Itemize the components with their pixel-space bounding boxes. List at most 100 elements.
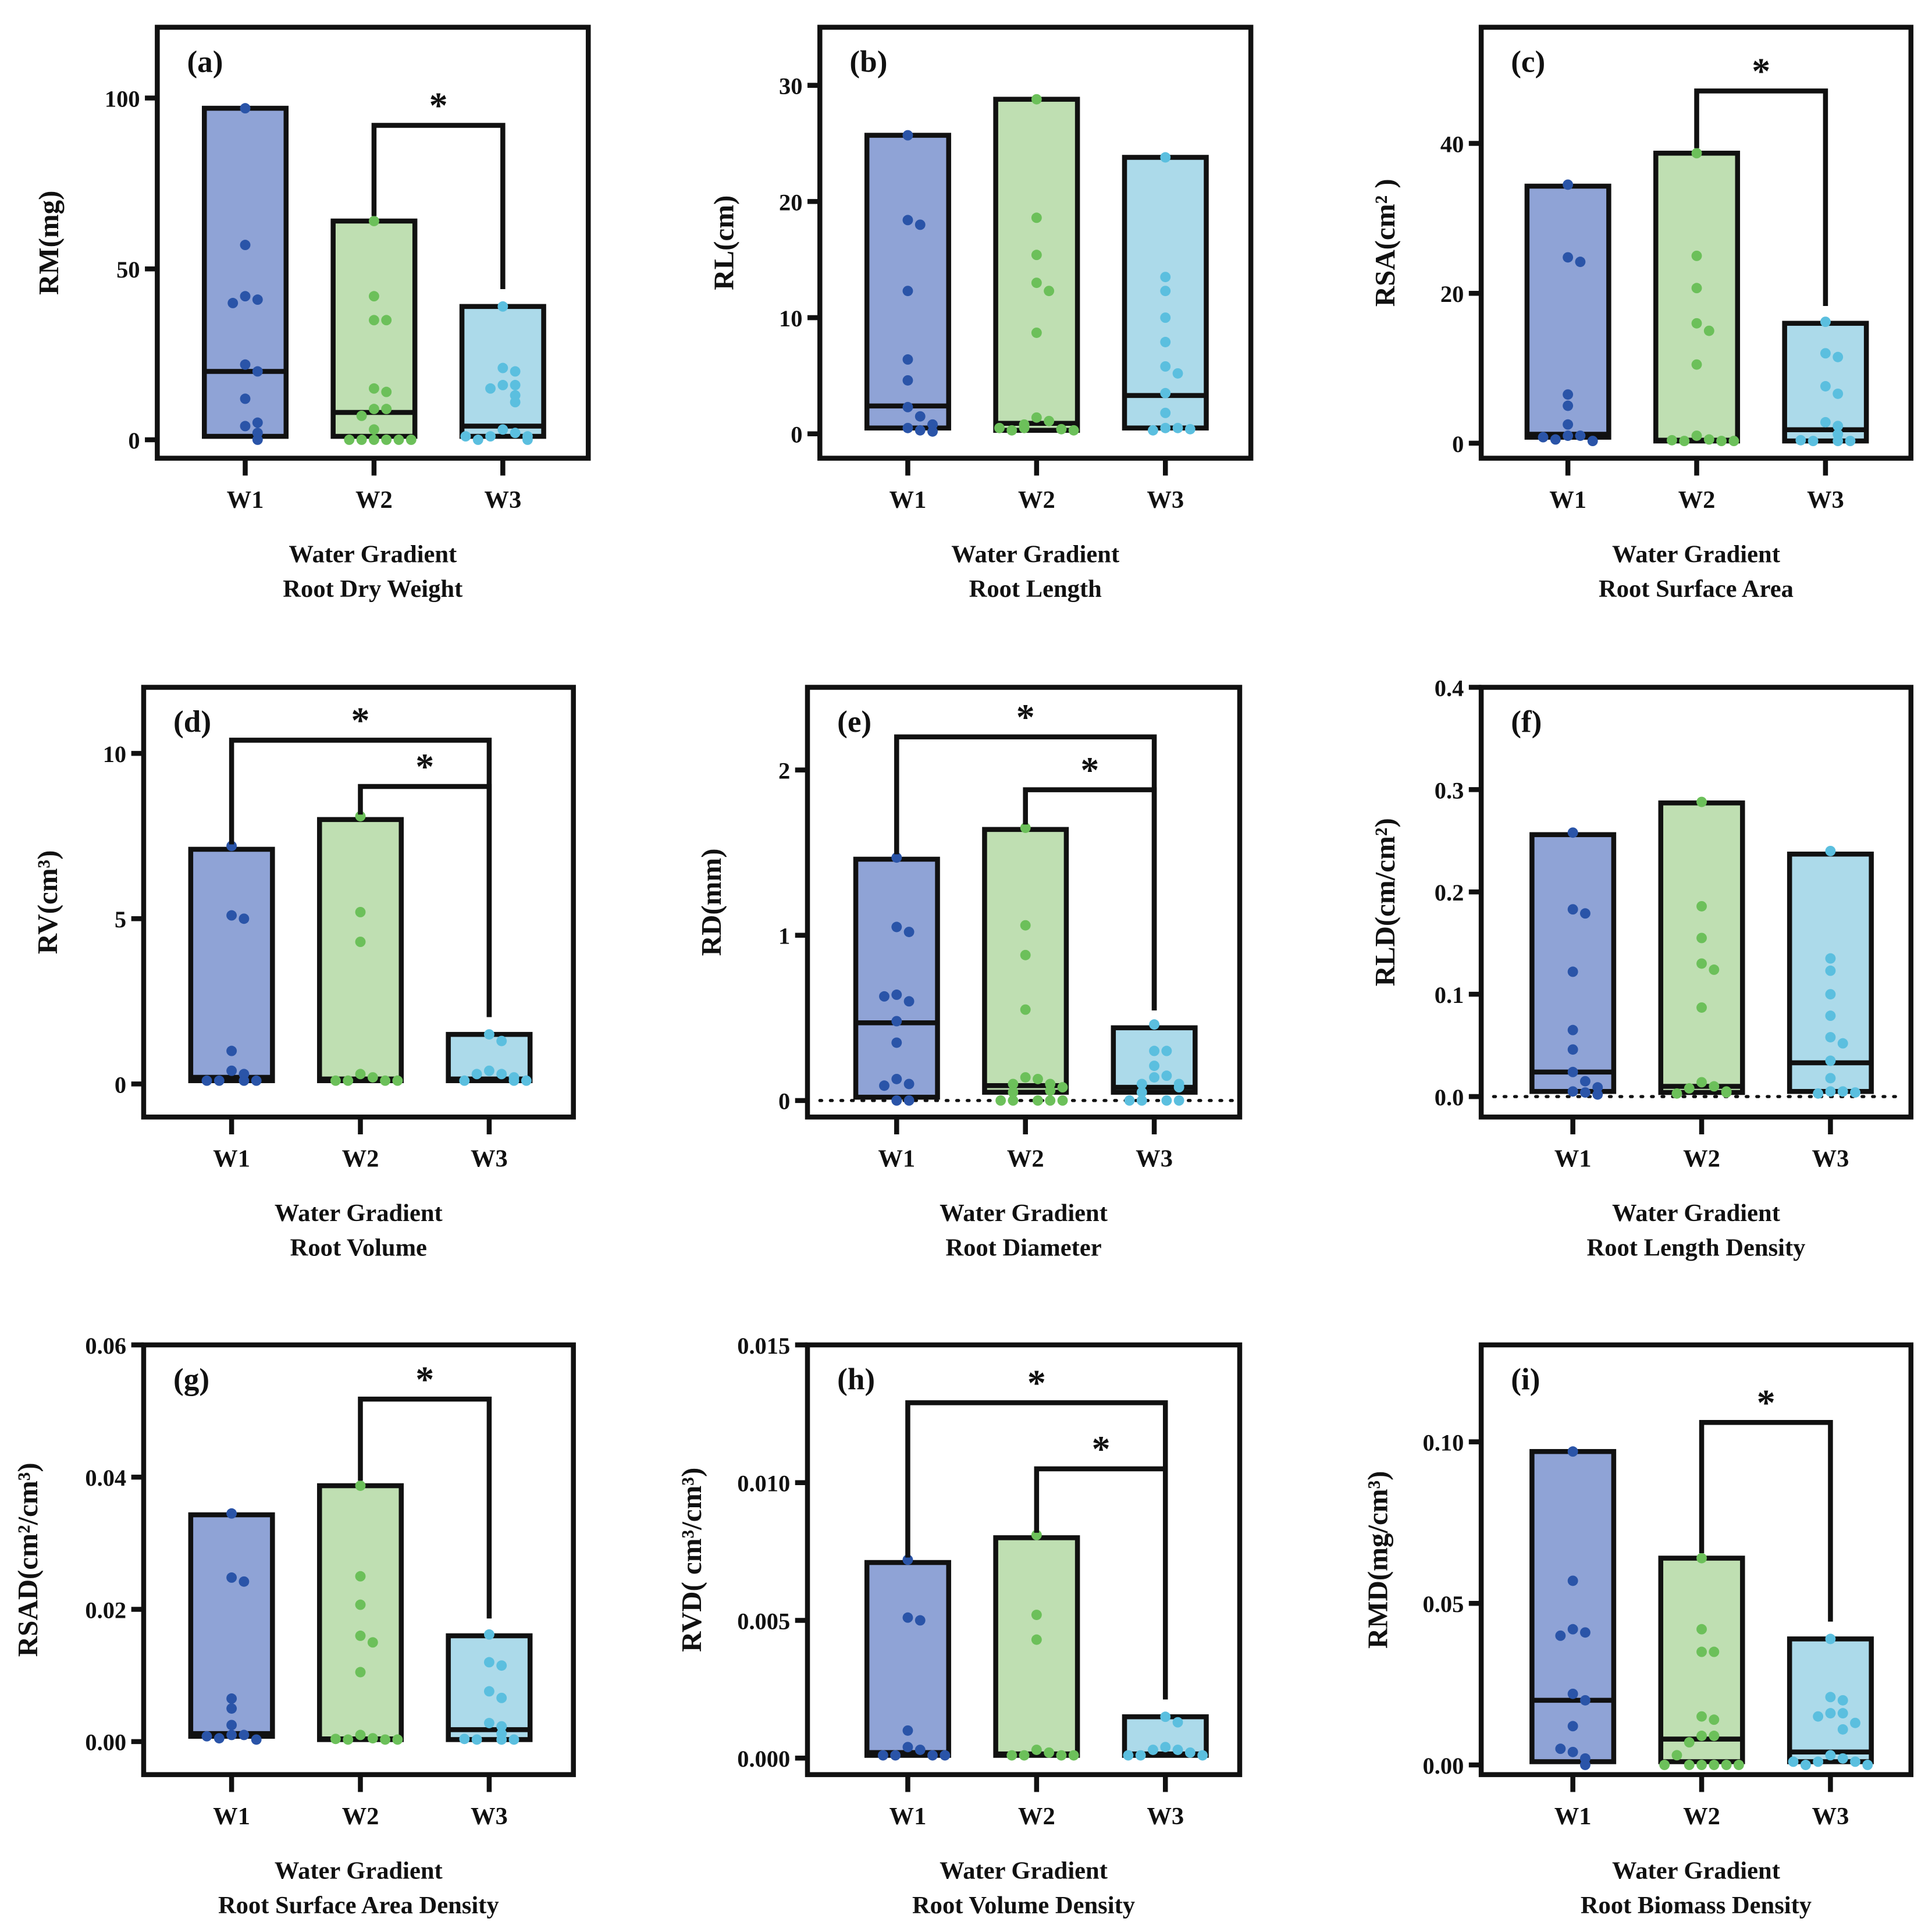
data-point-W3 bbox=[471, 1734, 482, 1745]
data-point-W2 bbox=[368, 216, 379, 226]
y-tick-label: 0.000 bbox=[737, 1746, 790, 1772]
data-point-W1 bbox=[902, 215, 913, 226]
data-point-W2 bbox=[1696, 932, 1707, 944]
data-point-W1 bbox=[902, 1554, 913, 1565]
data-point-W3 bbox=[1833, 351, 1844, 362]
data-point-W3 bbox=[1813, 1756, 1824, 1767]
data-point-W2 bbox=[368, 424, 379, 435]
data-point-W2 bbox=[380, 1075, 391, 1086]
data-point-W1 bbox=[1587, 436, 1598, 446]
significance-star: * bbox=[1016, 696, 1035, 738]
y-tick-label: 0.005 bbox=[737, 1608, 790, 1634]
data-point-W2 bbox=[355, 1667, 366, 1678]
data-point-W1 bbox=[1538, 432, 1549, 443]
data-point-W2 bbox=[355, 1571, 366, 1582]
data-point-W1 bbox=[915, 411, 926, 422]
data-point-W2 bbox=[1684, 1083, 1695, 1094]
data-point-W2 bbox=[1031, 277, 1042, 289]
data-point-W2 bbox=[1691, 148, 1702, 159]
data-point-W3 bbox=[1813, 1088, 1824, 1099]
y-tick-label: 0.02 bbox=[85, 1597, 126, 1623]
y-tick-label: 0.00 bbox=[1423, 1753, 1464, 1779]
x-tick-label: W3 bbox=[1812, 1803, 1849, 1830]
data-point-W2 bbox=[1691, 318, 1702, 329]
data-point-W3 bbox=[483, 1065, 494, 1076]
plot-frame bbox=[805, 1342, 1243, 1777]
range-box-W2 bbox=[316, 817, 404, 1083]
y-tick-label: 0 bbox=[128, 428, 140, 454]
data-point-W2 bbox=[355, 1631, 366, 1641]
significance-bracket bbox=[1699, 1419, 1833, 1622]
data-point-W1 bbox=[1592, 1089, 1603, 1100]
x-axis-label: Water Gradient bbox=[940, 1857, 1108, 1884]
data-point-W1 bbox=[1579, 1760, 1591, 1770]
y-axis-label: RM(mg) bbox=[33, 191, 65, 295]
x-tick-label: W1 bbox=[889, 1803, 927, 1830]
data-point-W1 bbox=[240, 240, 251, 251]
data-point-W2 bbox=[1031, 1610, 1042, 1620]
data-point-W1 bbox=[214, 1733, 225, 1744]
data-point-W3 bbox=[1149, 1019, 1160, 1030]
y-tick-label: 5 bbox=[115, 906, 126, 932]
data-point-W2 bbox=[367, 1637, 378, 1648]
data-point-W3 bbox=[1837, 1708, 1848, 1719]
y-tick-label: 0 bbox=[778, 1088, 790, 1115]
data-point-W3 bbox=[1795, 435, 1806, 446]
data-point-W2 bbox=[367, 1072, 378, 1083]
data-point-W3 bbox=[1160, 422, 1171, 433]
panel-h: * * (h) 0.000 0.005 0.010 0.015 RVD( cm³/cm³) W1… bbox=[675, 1333, 1243, 1919]
data-point-W3 bbox=[1800, 1760, 1811, 1770]
significance-star: * bbox=[415, 746, 434, 787]
significance-star: * bbox=[1027, 1362, 1046, 1404]
data-point-W3 bbox=[1825, 953, 1836, 964]
data-point-W2 bbox=[1691, 250, 1702, 261]
x-tick-label: W1 bbox=[1554, 1803, 1592, 1830]
data-point-W2 bbox=[355, 1599, 366, 1610]
data-point-W3 bbox=[1149, 1060, 1160, 1072]
data-point-W1 bbox=[903, 1079, 915, 1090]
data-point-W1 bbox=[226, 1065, 237, 1076]
data-point-W2 bbox=[355, 937, 366, 948]
data-point-W2 bbox=[1031, 1745, 1042, 1755]
data-point-W1 bbox=[891, 1073, 902, 1084]
data-point-W3 bbox=[460, 431, 471, 442]
x-axis-label: Water Gradient bbox=[1612, 1857, 1780, 1884]
data-point-W1 bbox=[890, 1750, 901, 1761]
chart-title: Root Length bbox=[969, 575, 1102, 603]
data-point-W1 bbox=[226, 1693, 237, 1704]
data-point-W1 bbox=[1579, 1627, 1591, 1638]
data-point-W2 bbox=[405, 435, 417, 445]
data-point-W1 bbox=[226, 1720, 237, 1731]
data-point-W2 bbox=[1696, 796, 1707, 807]
range-box-W1 bbox=[853, 856, 940, 1100]
data-point-W3 bbox=[496, 1721, 507, 1732]
y-tick-label: 0.06 bbox=[85, 1333, 126, 1359]
range-box-W2 bbox=[993, 97, 1080, 433]
significance-bracket bbox=[358, 784, 492, 1017]
data-point-W1 bbox=[1567, 1688, 1578, 1699]
data-point-W2 bbox=[1709, 1760, 1720, 1770]
data-point-W1 bbox=[226, 910, 237, 921]
data-point-W1 bbox=[891, 921, 902, 932]
data-point-W2 bbox=[1659, 1760, 1670, 1770]
data-point-W1 bbox=[1567, 1044, 1578, 1055]
x-tick-label: W1 bbox=[213, 1803, 250, 1830]
data-point-W1 bbox=[1579, 1076, 1591, 1087]
x-tick-label: W1 bbox=[213, 1145, 250, 1172]
data-point-W1 bbox=[1563, 430, 1574, 441]
chart-title: Root Length Density bbox=[1586, 1234, 1805, 1262]
data-point-W3 bbox=[1160, 1711, 1171, 1722]
data-point-W2 bbox=[1696, 1711, 1707, 1722]
data-point-W1 bbox=[1567, 1624, 1578, 1635]
data-point-W1 bbox=[226, 1572, 237, 1583]
y-tick-label: 2 bbox=[778, 757, 790, 784]
data-point-W1 bbox=[251, 1734, 262, 1745]
data-point-W1 bbox=[226, 1045, 237, 1056]
y-tick-label: 50 bbox=[116, 257, 140, 283]
y-tick-label: 0.0 bbox=[1435, 1084, 1464, 1111]
y-tick-label: 10 bbox=[103, 741, 126, 767]
x-tick-label: W2 bbox=[1683, 1145, 1720, 1172]
y-tick-label: 10 bbox=[779, 305, 802, 332]
data-point-W2 bbox=[1020, 920, 1031, 931]
data-point-W2 bbox=[1684, 1760, 1695, 1770]
